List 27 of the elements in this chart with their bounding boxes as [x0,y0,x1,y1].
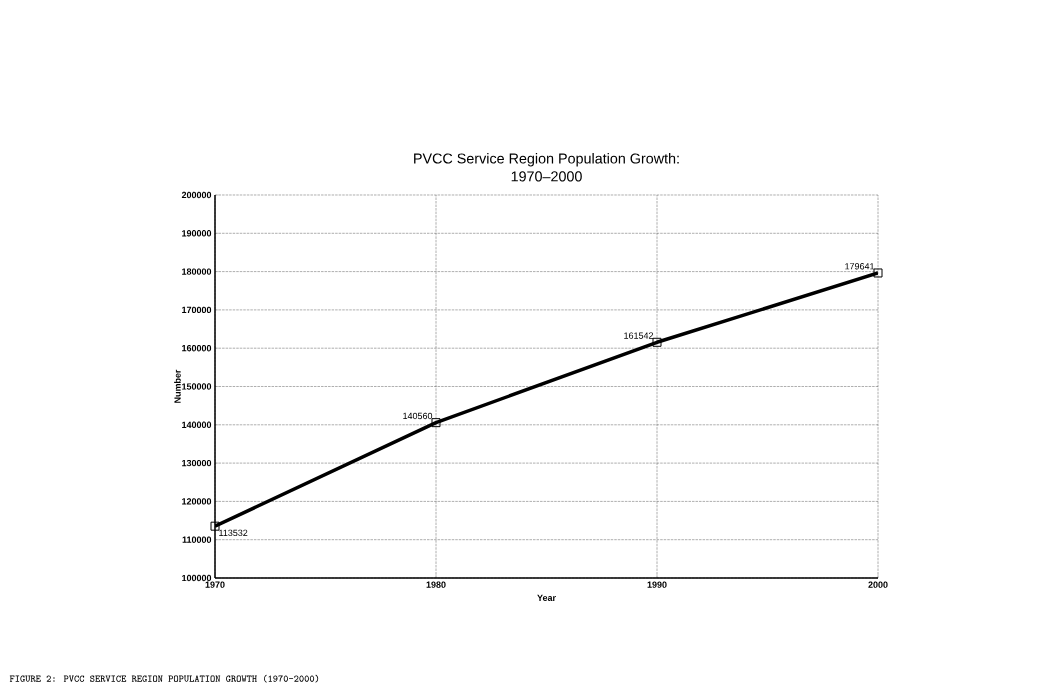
chart-title: PVCC Service Region Population Growth: 1970–2000 [414,153,679,182]
point [873,268,883,278]
y-tick-label: 200000 [181,191,212,199]
point [652,337,662,347]
caption: FIGURE 2: PVCC SERVICE REGION POPULATION GROWTH (1970-2000) [9,674,319,683]
point [210,521,220,531]
y-axis-title: Number [174,369,181,403]
y-tick-label: 170000 [182,306,212,314]
y-tick-label: 180000 [182,268,212,275]
y-tick-label: 100000 [182,574,212,582]
data-label: 113532 [219,529,248,537]
y-tick-label: 160000 [182,345,212,352]
x-axis-title: Year [537,594,556,601]
y-tick-label: 130000 [182,459,212,467]
x-tick-label: 1990 [647,581,667,588]
y-tick-label: 120000 [182,498,212,505]
y-tick-label: 150000 [182,383,212,390]
data-label: 161542 [624,332,654,339]
x-tick-label: 2000 [868,581,888,588]
y-tick-label: 190000 [182,230,212,237]
data-label: 140560 [403,412,433,420]
data-label: 179641 [845,263,875,270]
point [431,418,441,428]
x-tick-label: 1980 [426,581,446,588]
y-tick-label: 110000 [182,536,212,543]
y-tick-label: 140000 [182,421,212,428]
x-tick-label: 1970 [205,581,225,588]
